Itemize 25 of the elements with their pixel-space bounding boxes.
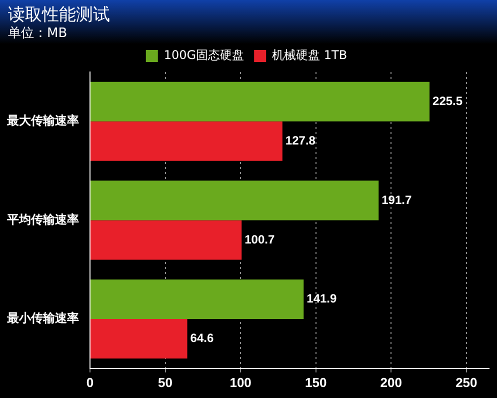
y-tick-label: 最小传输速率	[6, 311, 79, 326]
x-tick-label: 150	[304, 374, 327, 390]
bar	[90, 121, 282, 161]
x-tick-label: 250	[456, 374, 478, 390]
y-tick-label: 平均传输速率	[6, 212, 79, 226]
bar	[90, 220, 242, 260]
x-tick-label: 50	[158, 374, 173, 390]
data-label: 100.7	[244, 232, 275, 246]
data-label: 127.8	[285, 133, 316, 148]
bar	[90, 319, 188, 359]
x-tick-label: 200	[380, 374, 402, 390]
data-label: 191.7	[382, 192, 412, 207]
y-tick-label: 最大传输速率	[6, 114, 79, 128]
chart-title: 读取性能测试	[8, 4, 110, 26]
bar	[90, 180, 379, 220]
legend-label: 100G固态硬盘	[164, 48, 244, 62]
bar	[90, 82, 430, 122]
data-label: 141.9	[306, 292, 338, 306]
x-tick-label: 100	[230, 374, 252, 390]
chart-subtitle: 单位：MB	[8, 25, 68, 42]
legend-label: 机械硬盘 1TB	[272, 48, 348, 62]
data-label: 64.6	[190, 331, 214, 346]
data-label: 225.5	[432, 94, 463, 108]
bar	[90, 279, 304, 319]
x-tick-label: 0	[86, 374, 94, 390]
